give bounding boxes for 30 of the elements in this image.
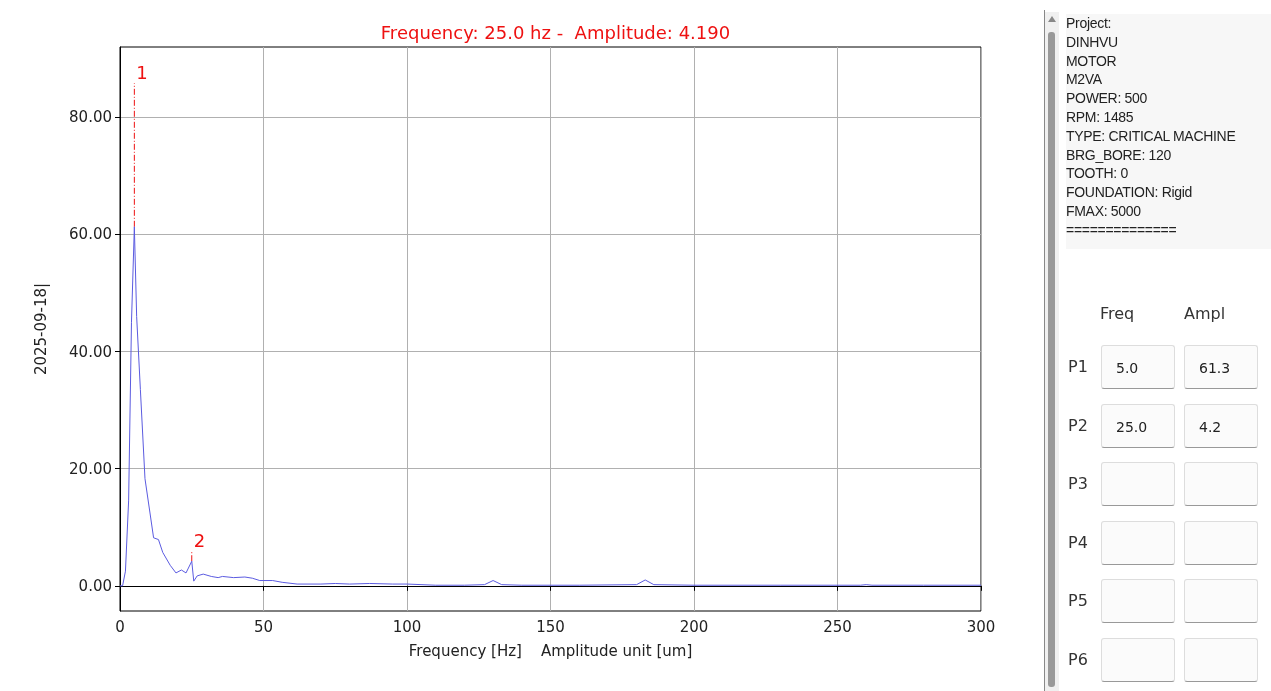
text: Project: DINHVU MOTOR M2VA POWER: 500 RPM: 1485 TYPE: CRITICAL MACHINE BRG_BORE: 120 TOOTH: 0 FOUNDATION: Rigid FMAX: 5000 ==============: [1066, 15, 1236, 238]
x-tick-label: 50: [253, 617, 274, 636]
text: P2: [1068, 415, 1088, 435]
text: 4.2: [1184, 403, 1258, 448]
x-tick-label: 300: [966, 617, 996, 636]
text: P1: [1068, 357, 1088, 376]
chart-title: Frequency: 25.0 hz - Amplitude: 4.190: [380, 21, 731, 43]
x-tick-label: 250: [823, 617, 852, 636]
y-tick-label: 60.00: [69, 225, 112, 244]
y-tick-label: 80.00: [69, 108, 112, 127]
text: P4: [1068, 532, 1088, 552]
text: Freq: [1100, 304, 1135, 323]
text: P6: [1068, 649, 1088, 669]
x-tick-label: 150: [536, 617, 565, 636]
y-tick-label: 0.00: [78, 576, 112, 595]
text: 5.0: [1101, 345, 1175, 389]
x-tick-label: 0: [115, 617, 125, 636]
y-tick-label: 40.00: [69, 342, 112, 361]
x-tick-label: 100: [392, 617, 422, 636]
text: 25.0: [1101, 403, 1175, 448]
y-tick-label: 20.00: [69, 459, 112, 478]
text: P5: [1068, 591, 1088, 610]
annotation: 1: [136, 61, 148, 83]
x-tick-label: 200: [679, 617, 709, 636]
annotation: 2: [193, 529, 206, 551]
y-axis-title: 2025-09-18|: [31, 282, 50, 376]
text: 61.3: [1184, 345, 1258, 389]
text: Ampl: [1184, 304, 1226, 323]
text: P3: [1068, 474, 1088, 493]
x-axis-title: Frequency [Hz] Amplitude unit [um]: [408, 641, 693, 660]
